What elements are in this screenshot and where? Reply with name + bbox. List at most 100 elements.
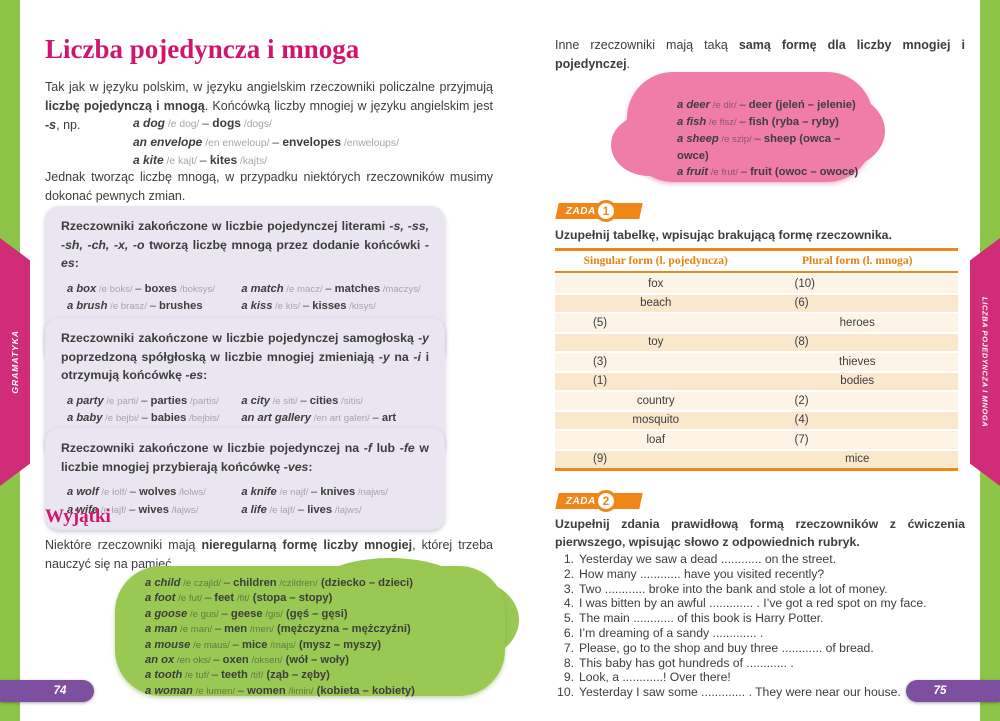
pl-text: wives xyxy=(138,503,169,516)
table-word-cell: thieves xyxy=(839,355,876,368)
ph-text: /oksen/ xyxy=(248,655,283,667)
example-line: a man /e man/ – men /men/ (mężczyzna – m… xyxy=(145,622,505,637)
task1-badge: ZADANIE 1 xyxy=(555,200,675,222)
text: – xyxy=(199,153,210,167)
example-line: a deer /e dir/ – deer (jeleń – jelenie) xyxy=(677,97,873,114)
ph-text: /e man/ xyxy=(177,624,215,636)
page-number-pill-left: 74 xyxy=(0,680,94,702)
text-segment: -s, -ss, -sh, -ch, -x, -o xyxy=(61,219,429,252)
ph-text: /e gus/ xyxy=(187,608,222,620)
pl-text: geese xyxy=(230,607,263,620)
text-segment: Tak jak w języku polskim, w języku angie… xyxy=(45,80,493,94)
text-segment: -i xyxy=(413,349,421,364)
sentence-item: 3. Two ............ broke into the bank a… xyxy=(555,582,965,597)
pl-text: teeth xyxy=(221,669,248,682)
w-text: an ox xyxy=(145,654,175,667)
table-row: (3) thieves xyxy=(555,353,958,371)
text: – xyxy=(372,412,382,424)
second-paragraph: Jednak tworząc liczbę mnogą, w przypadku… xyxy=(45,170,493,203)
pl-text: sheep xyxy=(763,133,797,145)
pl-text: cities xyxy=(309,394,339,407)
example-line: a kite /e kajt/ – kites /kajts/ xyxy=(133,152,399,171)
gramatyka-label: GRAMATYKA xyxy=(10,330,20,394)
text: – xyxy=(325,282,335,295)
table-blank-cell: (8) xyxy=(794,336,809,349)
w-text: a baby xyxy=(67,412,103,424)
sentence-number: 5. xyxy=(563,611,574,626)
example-line: a wife /e łajf/ – wives /łajws/ xyxy=(67,502,241,520)
rule-examples-col1: a party /e parti/ – parties /partis/a ba… xyxy=(61,393,241,446)
pl-text: kites xyxy=(209,153,238,167)
ph-text: /partis/ xyxy=(187,395,219,407)
example-line: a sheep /e szip/ – sheep (owca – owce) xyxy=(677,131,873,164)
tr-text: (jeleń – jelenie) xyxy=(772,99,856,111)
sentence-number: 7. xyxy=(563,640,574,655)
text: – xyxy=(237,684,248,697)
table-row: (5) heroes xyxy=(555,314,958,332)
text-segment: poprzedzoną spółgłoską w liczbie mnogiej… xyxy=(61,349,379,364)
rule-box-heading: Rzeczowniki zakończone w liczbie pojedyn… xyxy=(61,329,429,385)
page-number-left: 74 xyxy=(53,685,67,697)
table-blank-cell: (6) xyxy=(794,297,809,310)
sentence-item: 10. Yesterday I saw some ............. . … xyxy=(555,685,965,700)
text: – xyxy=(135,282,145,295)
text-segment: -ves xyxy=(283,459,309,474)
sentence-item: 2. How many ............ have you visited… xyxy=(555,567,965,582)
tr-text: (stopa – stopy) xyxy=(249,592,333,605)
w-text: a life xyxy=(241,503,267,516)
w-text: a sheep xyxy=(677,133,719,145)
ph-text: /e bejbi/ xyxy=(102,413,142,424)
ph-text: /gis/ xyxy=(262,608,283,620)
table-row: toy (8) xyxy=(555,333,958,351)
text-segment: Rzeczowniki zakończone w liczbie pojedyn… xyxy=(61,331,419,345)
table-blank-cell: (7) xyxy=(794,433,809,446)
pl-text: fish xyxy=(748,116,769,128)
tr-text: (gęś – gęsi) xyxy=(282,607,348,620)
ph-text: /e brasz/ xyxy=(107,301,150,312)
example-line: a knife /e najf/ – knives /najws/ xyxy=(241,484,429,502)
w-text: a goose xyxy=(145,607,188,620)
pl-text: men xyxy=(224,623,248,636)
example-line: an envelope /en enweloup/ – envelopes /e… xyxy=(133,134,399,153)
pl-text: boxes xyxy=(144,282,177,295)
tr-text: (mysz – myszy) xyxy=(295,638,382,651)
ph-text: /e tuf/ xyxy=(182,670,212,682)
w-text: a box xyxy=(67,282,97,295)
text-segment: -fe xyxy=(399,441,415,455)
table-word-cell: mosquito xyxy=(632,414,680,427)
w-text: a child xyxy=(145,577,181,589)
w-text: a kiss xyxy=(241,300,273,312)
text-segment: -y xyxy=(378,349,390,364)
pl-text: parties xyxy=(150,394,188,407)
pl-text: kisses xyxy=(312,300,347,312)
table-body: fox (10) beach (6) (5) heroes toy (8) (3) thieves… xyxy=(555,275,958,468)
text: – xyxy=(311,486,321,498)
rule-box-heading: Rzeczowniki zakończone w liczbie pojedyn… xyxy=(61,217,429,273)
ph-text: /men/ xyxy=(247,624,274,636)
ph-text: /czildren/ xyxy=(276,578,318,589)
rule-examples-col1: a wolf /e łolf/ – wolves /łolws/a wife /… xyxy=(61,484,241,519)
text: – xyxy=(300,394,310,407)
example-line: a box /e boks/ – boxes /boksys/ xyxy=(67,281,241,299)
page-right: Inne rzeczowniki mają taką samą formę dl… xyxy=(555,0,965,721)
table-row: (1) bodies xyxy=(555,372,958,390)
same-form-blob: a deer /e dir/ – deer (jeleń – jelenie) a… xyxy=(611,72,885,182)
w-text: a kite xyxy=(133,153,164,167)
sentence-text: Yesterday we saw a dead ............ on … xyxy=(579,552,836,566)
irregular-plurals-blob: a child /e czajld/ – children /czildren/… xyxy=(115,558,519,697)
text: – xyxy=(739,116,749,128)
table-row: country (2) xyxy=(555,392,958,410)
ph-text: /łajws/ xyxy=(168,504,199,516)
text: – xyxy=(754,133,764,145)
ph-text: /boksys/ xyxy=(176,283,215,295)
text: – xyxy=(221,607,231,620)
page-number-right: 75 xyxy=(933,685,947,697)
example-line: a goose /e gus/ – geese /gis/ (gęś – gęs… xyxy=(145,607,505,622)
chapter-label: LICZBA POJEDYNCZA I MNOGA xyxy=(980,296,990,428)
ph-text: /fit/ xyxy=(234,593,250,605)
ph-text: /e kis/ xyxy=(272,301,303,312)
w-text: a fish xyxy=(677,116,707,128)
text: – xyxy=(141,394,151,407)
noun-table: Singular form (l. pojedyncza) Plural form… xyxy=(555,248,958,471)
sentence-text: I was bitten by an awful ............. .… xyxy=(579,596,927,611)
